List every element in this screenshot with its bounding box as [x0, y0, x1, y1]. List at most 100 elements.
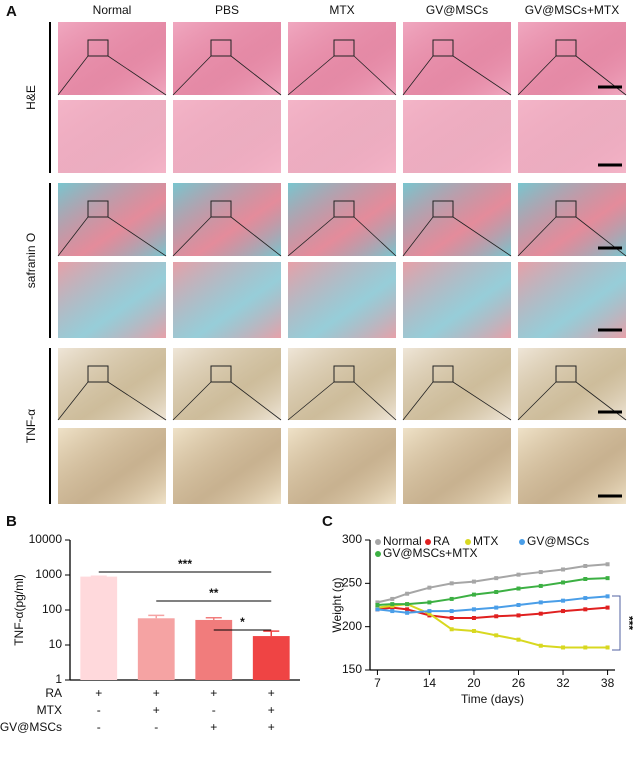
point	[471, 579, 476, 584]
zoom-line	[402, 381, 434, 421]
histology-image	[173, 183, 281, 256]
y-tick-label: 1	[55, 672, 62, 686]
point	[405, 602, 410, 607]
bar	[195, 619, 233, 680]
zoom-line	[57, 381, 89, 421]
condition-mark: +	[268, 703, 275, 717]
histology-image	[288, 262, 396, 338]
histology-image	[288, 348, 396, 420]
legend-marker	[375, 539, 381, 545]
histology-image	[518, 428, 626, 504]
row-label: H&E	[24, 85, 38, 110]
point	[561, 609, 566, 614]
point	[390, 596, 395, 601]
y-tick-label: 200	[342, 619, 362, 633]
x-tick-label: 26	[512, 676, 526, 690]
zoom-line	[287, 55, 335, 96]
y-tick-label: 1000	[35, 567, 62, 581]
y-tick-label: 10000	[29, 532, 63, 546]
zoom-box	[333, 39, 355, 57]
point	[583, 645, 588, 650]
x-tick-label: 7	[374, 676, 381, 690]
point	[427, 611, 432, 616]
point	[375, 603, 380, 607]
legend-label: GV@MSCs	[527, 534, 589, 548]
point	[405, 591, 410, 596]
histology-image	[288, 22, 396, 95]
point	[516, 572, 521, 577]
point	[583, 564, 588, 568]
point	[390, 602, 395, 607]
panel-label: B	[6, 513, 17, 530]
y-tick-label: 150	[342, 662, 362, 676]
y-tick-label: 300	[342, 532, 362, 546]
y-axis-label: TNF-α(pg/ml)	[12, 574, 26, 646]
condition-mark: -	[97, 703, 101, 717]
y-tick-label: 10	[49, 637, 63, 651]
point	[471, 629, 476, 633]
point	[494, 614, 499, 619]
zoom-box	[87, 39, 109, 57]
point	[405, 607, 410, 612]
zoom-line	[452, 55, 512, 96]
point	[449, 581, 454, 586]
zoom-box	[432, 365, 454, 383]
condition-mark: +	[153, 703, 160, 717]
histology-image	[173, 100, 281, 173]
point	[471, 607, 476, 612]
point	[449, 616, 454, 620]
legend-marker	[425, 539, 431, 545]
point	[605, 576, 610, 581]
zoom-line	[57, 55, 89, 96]
zoom-box	[87, 200, 109, 218]
bar	[80, 576, 118, 680]
condition-mark: +	[210, 720, 217, 734]
zoom-box	[555, 365, 577, 383]
point	[375, 600, 380, 605]
series-line	[377, 606, 608, 619]
point	[583, 596, 588, 601]
condition-mark: +	[268, 720, 275, 734]
zoom-box	[333, 200, 355, 218]
point	[516, 637, 521, 642]
point	[516, 586, 521, 591]
zoom-box	[432, 39, 454, 57]
point	[516, 613, 521, 618]
zoom-line	[575, 381, 627, 421]
x-tick-label: 14	[423, 676, 437, 690]
zoom-box	[432, 200, 454, 218]
zoom-line	[353, 216, 397, 257]
condition-mark: +	[268, 686, 275, 700]
histology-image	[403, 262, 511, 338]
column-header: PBS	[215, 3, 239, 17]
point	[405, 610, 410, 615]
significance-label: ***	[622, 616, 633, 630]
bar	[137, 618, 175, 680]
y-axis-label: Weight (g)	[330, 577, 344, 632]
condition-mark: -	[97, 720, 101, 734]
zoom-box	[210, 365, 232, 383]
zoom-line	[172, 381, 212, 421]
zoom-box	[555, 39, 577, 57]
histology-image	[518, 183, 626, 256]
histology-image	[518, 348, 626, 420]
point	[471, 592, 476, 597]
histology-image	[173, 262, 281, 338]
point	[494, 605, 499, 610]
point	[449, 609, 454, 614]
legend-label: MTX	[473, 534, 498, 548]
point	[427, 609, 432, 614]
condition-mark: -	[154, 720, 158, 734]
histology-image	[403, 100, 511, 173]
point	[390, 609, 395, 614]
zoom-line	[172, 216, 212, 257]
bar	[252, 636, 290, 680]
point	[471, 616, 476, 620]
point	[494, 633, 499, 638]
zoom-line	[287, 216, 335, 257]
significance-label: ***	[178, 557, 192, 571]
point	[449, 627, 454, 632]
x-axis-label: Time (days)	[461, 692, 524, 706]
row-label: safranin O	[24, 233, 38, 288]
zoom-line	[107, 55, 167, 96]
